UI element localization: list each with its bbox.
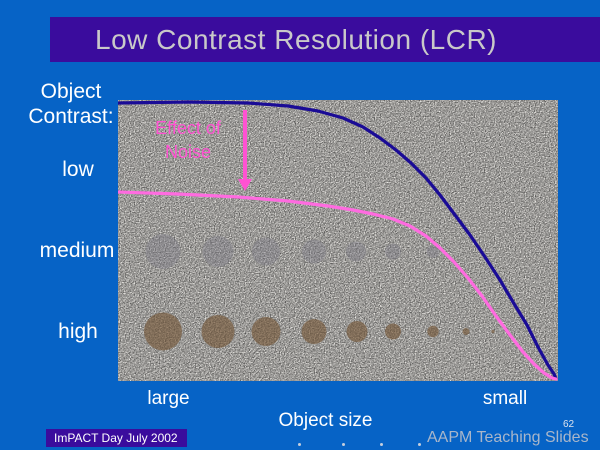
threshold-curves [118,100,558,381]
contrast-level-high: high [58,320,98,343]
object-contrast-heading: Object Contrast: [18,79,124,129]
object-contrast-heading-line2: Contrast: [28,105,114,128]
size-axis-label: Object size [278,410,373,431]
effect-of-noise-label: Effect of Noise [138,116,238,164]
noise-texture-overlay [118,100,558,381]
contrast-detail-chart [118,100,558,381]
effect-of-noise-line2: Noise [164,142,212,162]
size-label-small: small [482,388,528,409]
slide-number: 62 [563,419,575,430]
visibility-threshold-curve-with-noise [118,190,558,381]
footer-series-label: AAPM Teaching Slides [427,429,589,446]
noise-image-panel [118,100,558,381]
object-contrast-heading-line1: Object [40,80,102,103]
template-dot [342,443,345,446]
effect-of-noise-arrow [238,110,252,191]
template-dot [298,443,301,446]
template-dot [380,443,383,446]
size-label-large: large [147,388,190,409]
footer-event-label: ImPACT Day July 2002 [46,429,187,447]
arrow-head [238,179,252,191]
template-dot [418,443,421,446]
effect-of-noise-line1: Effect of [155,118,221,138]
title-bar: Low Contrast Resolution (LCR) [50,17,600,62]
contrast-level-low: low [62,158,94,181]
contrast-level-medium: medium [39,239,115,262]
slide-title: Low Contrast Resolution (LCR) [95,23,497,55]
visibility-threshold-curve [118,100,558,381]
